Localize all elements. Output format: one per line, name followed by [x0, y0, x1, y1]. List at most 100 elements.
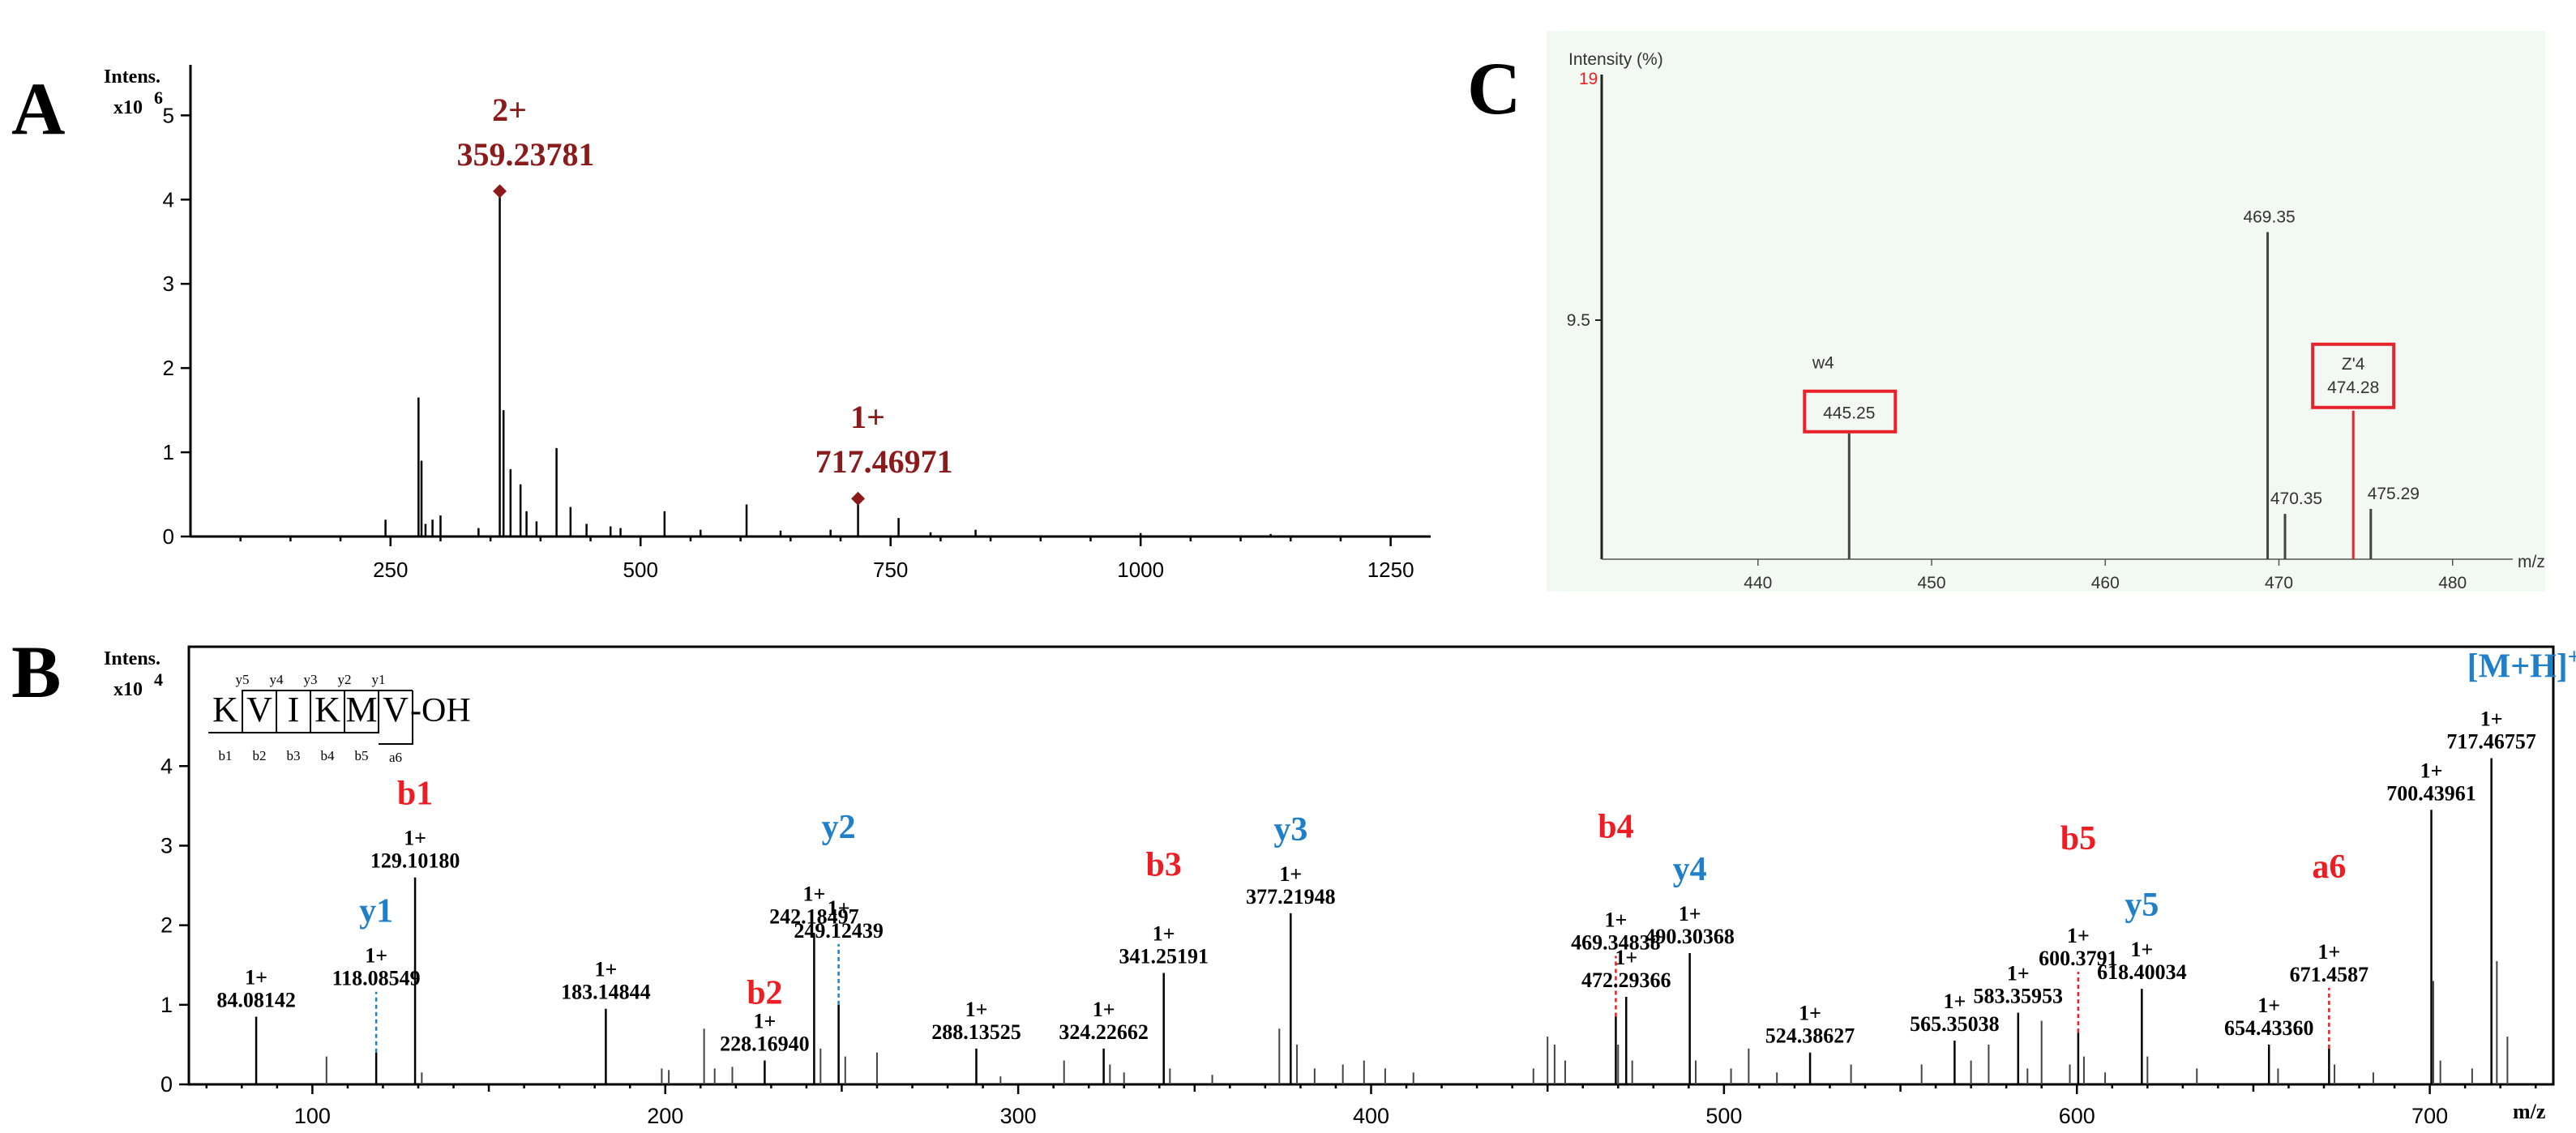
chart-b-peak-mz-label: 654.43360	[2224, 1016, 2314, 1040]
chart-c-x-tick-label: 460	[2091, 574, 2120, 592]
sequence-a-bracket	[379, 690, 413, 745]
chart-b-ylabel-line2: x10	[113, 679, 143, 700]
chart-b-ion-label-superscript: +	[2568, 644, 2576, 669]
sequence-residue: K	[212, 690, 238, 729]
chart-b-peak-charge-label: 1+	[1093, 998, 1115, 1021]
chart-c-peak-label: 470.35	[2270, 490, 2322, 508]
chart-a-ylabel-line2: x10	[113, 97, 143, 118]
chart-a-y-tick-label: 5	[163, 103, 174, 127]
chart-a-x-tick-label: 250	[373, 558, 408, 582]
chart-b-peak-charge-label: 1+	[245, 966, 267, 990]
chart-b-x-tick-label: 500	[1705, 1104, 1742, 1128]
sequence-y-ion-label: y4	[270, 672, 285, 687]
chart-a-charge-label: 1+	[850, 399, 885, 435]
chart-b-x-tick-label: 300	[1000, 1104, 1037, 1128]
chart-b-y-tick-label: 1	[160, 993, 173, 1017]
chart-b-peak-mz-label: 183.14844	[561, 981, 651, 1004]
sequence-terminus: -OH	[410, 692, 471, 729]
chart-b-peak-charge-label: 1+	[594, 958, 617, 981]
chart-b-peak-mz-label: 242.18497	[769, 904, 859, 928]
chart-b-peak-mz-label: 377.21948	[1246, 885, 1336, 909]
chart-a-y-tick-label: 4	[163, 187, 174, 212]
chart-b-peak-charge-label: 1+	[2130, 938, 2153, 961]
chart-c-ion-label: w4	[1812, 354, 1834, 373]
chart-b-ion-label: b5	[2060, 820, 2096, 857]
chart-c-background	[1547, 31, 2545, 592]
chart-b-ylabel-exponent: 4	[154, 669, 163, 690]
chart-b-peak-mz-label: 324.22662	[1059, 1020, 1149, 1044]
chart-b-peak-charge-label: 1+	[1943, 990, 1966, 1013]
sequence-b-ion-label: b5	[355, 748, 369, 763]
chart-c-ion-label: Z'4	[2342, 355, 2365, 374]
chart-b-y-tick-label: 4	[160, 754, 173, 778]
chart-b-peak-charge-label: 1+	[2067, 924, 2090, 947]
chart-a-ylabel-exponent: 6	[154, 88, 163, 108]
chart-b-ion-label: b2	[747, 975, 782, 1012]
chart-b-peak-mz-label: 600.3791	[2039, 947, 2118, 970]
chart-c-peak-label: 445.25	[1823, 404, 1875, 423]
sequence-a-ion-label: a6	[389, 750, 402, 765]
sequence-y-ion-label: y1	[372, 672, 386, 687]
chart-b-y-tick-label: 3	[160, 833, 173, 857]
chart-c-y-tick-label: 9.5	[1567, 311, 1590, 330]
chart-b-ion-label: [M+H]+	[2467, 644, 2576, 685]
chart-b-ion-label: y4	[1673, 851, 1707, 888]
sequence-b-ion-label: b2	[253, 748, 267, 763]
chart-a-x-tick-label: 1250	[1367, 558, 1414, 582]
chart-b-peak-mz-label: 583.35953	[1974, 985, 2064, 1008]
chart-b-peak-mz-label: 288.13525	[931, 1020, 1021, 1044]
chart-b-peak-mz-label: 671.4587	[2290, 963, 2369, 986]
chart-b-peak-mz-label: 249.12439	[794, 919, 884, 943]
chart-c-peak-label: 469.35	[2243, 207, 2295, 226]
chart-b-ion-label: y3	[1273, 811, 1307, 849]
chart-a-y-tick-label: 0	[163, 524, 174, 549]
chart-a-ylabel-line1: Intens.	[104, 66, 160, 88]
chart-b-peak-charge-label: 1+	[1153, 922, 1175, 946]
chart-b-peak-charge-label: 1+	[2257, 994, 2280, 1017]
chart-b-peak-charge-label: 1+	[802, 882, 825, 905]
sequence-residue: V	[383, 690, 409, 729]
panel-label-b: B	[11, 631, 61, 713]
chart-b-peak-mz-label: 565.35038	[1910, 1012, 2000, 1036]
panel-label-c: C	[1467, 47, 1521, 130]
chart-b-peak-charge-label: 1+	[1605, 909, 1628, 932]
chart-c-xlabel: m/z	[2518, 553, 2545, 571]
chart-b-x-tick-label: 700	[2411, 1104, 2448, 1128]
sequence-b-bracket	[344, 690, 379, 733]
sequence-y-ion-label: y5	[236, 672, 250, 687]
chart-c-label-box	[2311, 342, 2396, 409]
chart-a-precursor-marker	[493, 184, 507, 199]
chart-b-x-tick-label: 200	[647, 1104, 683, 1128]
chart-a-x-tick-label: 1000	[1117, 558, 1164, 582]
chart-a-mz-label: 717.46971	[815, 443, 953, 480]
chart-c-ylabel: Intensity (%)	[1568, 50, 1663, 69]
chart-b-peak-mz-label: 618.40034	[2097, 960, 2187, 984]
chart-b-peak-mz-label: 472.29366	[1581, 968, 1671, 992]
chart-a-y-tick-label: 2	[163, 356, 174, 380]
chart-a-charge-label: 2+	[492, 92, 527, 128]
chart-b-peak-charge-label: 1+	[2480, 707, 2503, 730]
chart-b-peak-mz-label: 118.08549	[332, 967, 421, 990]
chart-b-peak-mz-label: 469.34838	[1571, 931, 1661, 955]
chart-b-xlabel: m/z	[2513, 1100, 2545, 1123]
chart-c-x-tick-label: 470	[2265, 574, 2293, 592]
sequence-b-ion-label: b3	[287, 748, 301, 763]
sequence-residue: K	[315, 690, 340, 729]
chart-b-peak-mz-label: 700.43961	[2386, 781, 2476, 805]
sequence-b-ion-label: b4	[321, 748, 336, 763]
chart-b-peak-charge-label: 1+	[2420, 759, 2443, 782]
chart-b-peak-charge-label: 1+	[404, 827, 426, 850]
chart-c-peak-label: 474.28	[2327, 378, 2379, 397]
chart-b-ion-label: b3	[1146, 847, 1182, 884]
chart-b-peak-charge-label: 1+	[365, 944, 387, 968]
chart-b-x-tick-label: 400	[1353, 1104, 1389, 1128]
chart-a-y-tick-label: 3	[163, 271, 174, 296]
chart-b-peak-mz-label: 341.25191	[1119, 945, 1209, 968]
chart-b-peak-mz-label: 84.08142	[216, 989, 296, 1012]
chart-b-ion-label: b1	[397, 776, 433, 813]
chart-c-x-tick-label: 480	[2438, 574, 2467, 592]
chart-b-ylabel-line1: Intens.	[104, 648, 160, 669]
